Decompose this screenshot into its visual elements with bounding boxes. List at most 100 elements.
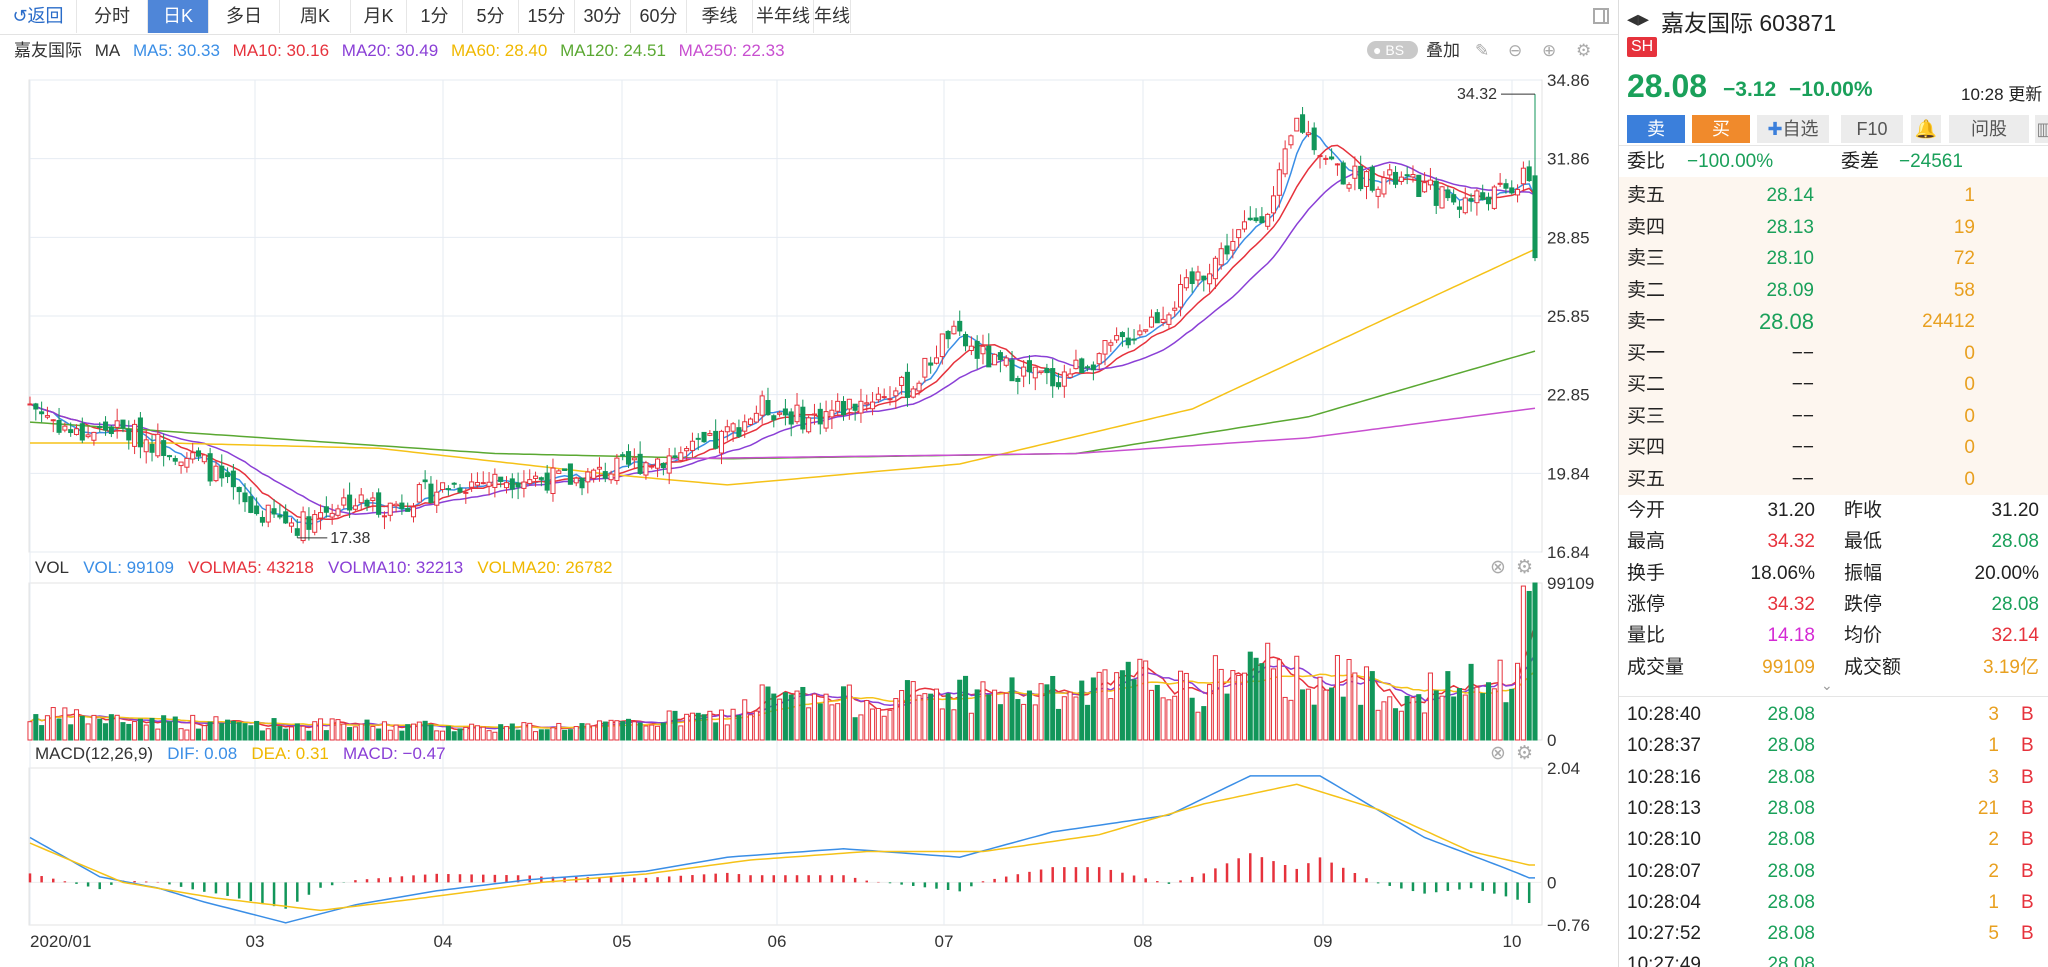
ma-legend: 嘉友国际 MA MA5: 30.33 MA10: 30.16 MA20: 30.… <box>0 36 1618 66</box>
period-tab-4[interactable]: 月K <box>351 0 407 33</box>
candle-body <box>1079 358 1085 374</box>
date-axis-label: 04 <box>434 932 453 951</box>
volume-bar <box>306 730 312 741</box>
volume-bar <box>271 718 277 741</box>
candle-body <box>108 426 114 435</box>
stat-row: 涨停 34.32 跌停 28.08 <box>1619 589 2048 620</box>
tick-price: 28.08 <box>1767 797 1815 819</box>
volume-bar <box>39 725 45 741</box>
stat-label: 均价 <box>1844 625 1883 647</box>
volume-bar <box>1032 704 1038 741</box>
volume-bar <box>242 723 248 741</box>
order-book-row: 卖四 28.13 19 <box>1619 212 2048 243</box>
volume-bar <box>748 714 754 741</box>
candle-body <box>527 479 533 485</box>
volume-bar <box>1503 702 1509 741</box>
expand-chevron-icon[interactable]: ⌄ <box>1821 677 1833 693</box>
period-tab-2[interactable]: 多日 <box>209 0 280 33</box>
period-tab-8[interactable]: 30分 <box>575 0 631 33</box>
stat-value: 34.32 <box>1767 593 1815 615</box>
candle-body <box>835 400 841 412</box>
settings-icon[interactable]: ⚙ <box>1576 41 1592 60</box>
candle-body <box>271 508 277 515</box>
zoom-out-icon[interactable]: ⊖ <box>1508 41 1523 60</box>
period-tab-3[interactable]: 周K <box>280 0 351 33</box>
candle-body <box>1253 217 1259 222</box>
period-tab-0[interactable]: 分时 <box>77 0 148 33</box>
buy-button[interactable]: 买 <box>1692 115 1750 143</box>
volume-bar <box>1230 670 1236 741</box>
candle-body <box>219 465 225 479</box>
volume-bar <box>126 723 132 741</box>
volume-bar <box>939 708 945 741</box>
volume-bar <box>294 723 300 741</box>
candle-body <box>782 408 788 416</box>
panel-toggle-icon[interactable] <box>1593 8 1609 24</box>
volume-bar <box>1026 690 1032 741</box>
volume-bar <box>509 723 515 741</box>
vol-settings-icon[interactable]: ⚙ <box>1516 557 1534 578</box>
stat-label: 量比 <box>1627 625 1666 647</box>
volume-bar <box>358 723 364 741</box>
candle-body <box>85 434 91 438</box>
vol-axis-label: 99109 <box>1547 574 1594 593</box>
volume-bar <box>1520 585 1526 741</box>
candle-body <box>1026 360 1032 373</box>
tick-price: 28.08 <box>1767 954 1815 967</box>
back-button[interactable]: ↺返回 <box>0 0 77 33</box>
volume-bar <box>166 721 172 741</box>
volume-bar <box>591 725 597 741</box>
tick-volume: 1 <box>1988 735 1999 757</box>
zoom-in-icon[interactable]: ⊕ <box>1542 41 1557 60</box>
period-tab-6[interactable]: 5分 <box>463 0 519 33</box>
close-macd-icon[interactable]: ⊗ <box>1490 743 1506 764</box>
book-price: −− <box>1791 437 1814 458</box>
sell-button[interactable]: 卖 <box>1627 115 1685 143</box>
volume-bar <box>643 725 649 741</box>
candle-body <box>608 473 614 481</box>
period-tab-7[interactable]: 15分 <box>519 0 575 33</box>
pencil-icon[interactable]: ✎ <box>1475 41 1490 60</box>
price-axis-label: 34.86 <box>1547 71 1590 90</box>
volume-bar <box>718 709 725 741</box>
order-book-row: 买一 −− 0 <box>1619 338 2048 369</box>
period-tab-1[interactable]: 日K <box>148 0 209 33</box>
volume-bar <box>120 722 126 741</box>
tick-side: B <box>2021 860 2034 882</box>
period-tab-11[interactable]: 半年线 <box>753 0 814 33</box>
layout-icon[interactable]: ▥ <box>2035 115 2048 143</box>
bell-icon[interactable]: 🔔 <box>1911 115 1941 143</box>
ask-button[interactable]: 问股 <box>1949 115 2029 143</box>
period-tab-9[interactable]: 60分 <box>631 0 687 33</box>
bs-toggle[interactable]: ● BS <box>1367 41 1419 59</box>
nav-arrows-icon[interactable]: ◂▸ <box>1627 6 1650 31</box>
volume-bar <box>573 726 579 741</box>
volume-bar <box>562 729 568 741</box>
period-tab-12[interactable]: 年线 <box>814 0 851 33</box>
candle-body <box>1230 240 1236 251</box>
kline-chart[interactable]: 34.32 17.38 34.86 31.86 28.85 25.85 22.85 19.84… <box>0 0 1618 967</box>
period-tab-10[interactable]: 季线 <box>687 0 753 33</box>
candle-body <box>230 470 236 488</box>
candle-body <box>689 440 695 451</box>
volume-bar <box>387 729 393 741</box>
volume-bar <box>1207 684 1213 741</box>
f10-button[interactable]: F10 <box>1841 115 1903 143</box>
volume-bar <box>1137 658 1143 741</box>
candle-body <box>1125 337 1131 346</box>
candle-body <box>1468 198 1474 202</box>
volume-bar <box>225 719 231 741</box>
chart-grid <box>28 79 1543 926</box>
period-tab-5[interactable]: 1分 <box>407 0 463 33</box>
watchlist-button[interactable]: ✚自选 <box>1757 115 1829 143</box>
candle-body <box>306 516 312 530</box>
candle-body <box>445 488 451 491</box>
candle-body <box>323 506 329 513</box>
plus-icon: ✚ <box>1767 119 1783 139</box>
close-vol-icon[interactable]: ⊗ <box>1490 557 1506 578</box>
volume-bar <box>451 731 457 741</box>
overlay-button[interactable]: 叠加 <box>1426 41 1460 60</box>
candle-body <box>236 486 242 493</box>
candle-body <box>498 476 504 482</box>
macd-settings-icon[interactable]: ⚙ <box>1516 743 1534 764</box>
